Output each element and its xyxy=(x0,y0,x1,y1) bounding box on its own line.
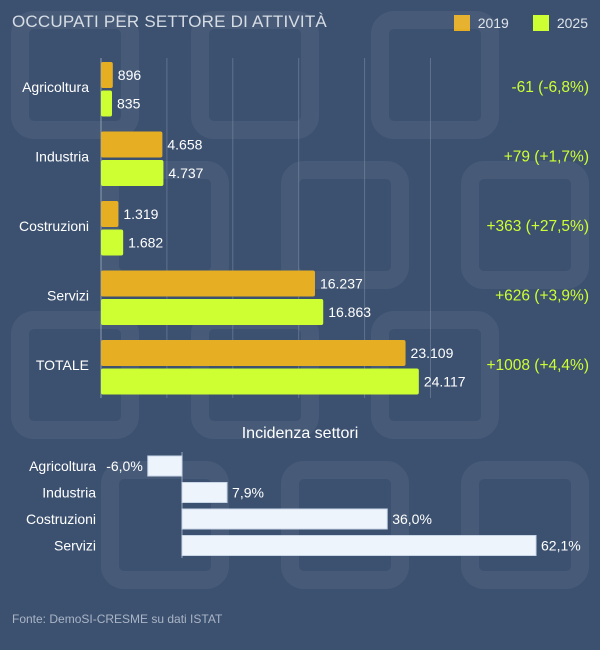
bar-2025 xyxy=(101,90,113,117)
bar-value-label: 896 xyxy=(118,67,142,83)
share-bar xyxy=(181,508,388,530)
delta-label: +363 (+27,5%) xyxy=(486,218,589,235)
bar-2019 xyxy=(101,340,406,366)
bar-2019 xyxy=(101,131,163,158)
bar-value-label: 16.237 xyxy=(320,276,363,292)
bar-2019 xyxy=(101,62,113,88)
share-value-label: -6,0% xyxy=(106,458,143,474)
legend-swatch-2019 xyxy=(453,15,470,31)
share-category-label: Agricoltura xyxy=(29,458,96,474)
legend: 2019 2025 xyxy=(430,15,588,31)
bar-2019 xyxy=(101,270,315,297)
share-value-label: 36,0% xyxy=(392,511,432,527)
share-bar xyxy=(181,482,228,503)
category-label: Costruzioni xyxy=(19,218,89,234)
bar-value-label: 4.737 xyxy=(168,165,203,181)
legend-swatch-2025 xyxy=(532,15,549,31)
share-chart: Incidenza settori Agricoltura -6,0% Industr… xyxy=(26,425,581,558)
bar-value-label: 16.863 xyxy=(328,304,371,320)
delta-label: +79 (+1,7%) xyxy=(504,149,589,166)
bar-value-label: 23.109 xyxy=(411,345,454,361)
bar-2025 xyxy=(101,299,324,325)
source-note: Fonte: DemoSI-CRESME su dati ISTAT xyxy=(12,612,223,626)
category-label: Industria xyxy=(35,149,89,165)
share-category-label: Industria xyxy=(42,485,96,501)
background-pattern-shape xyxy=(371,11,499,139)
bar-value-label: 24.117 xyxy=(424,374,466,390)
share-category-label: Costruzioni xyxy=(26,511,96,527)
bar-value-label: 4.658 xyxy=(167,137,202,153)
category-label: Servizi xyxy=(47,288,89,304)
share-value-label: 62,1% xyxy=(541,538,581,554)
delta-label: +1008 (+4,4%) xyxy=(486,357,589,374)
share-value-label: 7,9% xyxy=(232,485,264,501)
background-pattern-shape xyxy=(461,461,589,589)
share-chart-title: Incidenza settori xyxy=(242,425,359,442)
background-pattern-shape xyxy=(101,161,229,289)
background-pattern-shape xyxy=(461,161,589,289)
legend-label-2019: 2019 xyxy=(477,15,509,31)
chart-title: OCCUPATI PER SETTORE DI ATTIVITÀ xyxy=(12,12,327,31)
bar-value-label: 835 xyxy=(117,96,141,112)
legend-item-2019: 2019 xyxy=(453,15,509,31)
delta-label: -61 (-6,8%) xyxy=(511,79,589,96)
legend-item-2025: 2025 xyxy=(532,15,588,31)
main-chart: Agricoltura 896 835 -61 (-6,8%) Industria 4.6… xyxy=(19,62,589,395)
delta-label: +626 (+3,9%) xyxy=(495,288,589,305)
bar-2025 xyxy=(101,368,419,395)
share-bar xyxy=(181,535,537,556)
bar-value-label: 1.319 xyxy=(123,206,158,222)
share-bar xyxy=(147,455,183,477)
category-label: TOTALE xyxy=(36,357,89,373)
background-pattern-shape xyxy=(191,11,319,139)
legend-label-2025: 2025 xyxy=(556,15,588,31)
background-pattern-shape xyxy=(11,11,139,139)
background-pattern-shape xyxy=(281,161,409,289)
bar-value-label: 1.682 xyxy=(128,235,163,251)
category-label: Agricoltura xyxy=(22,79,89,95)
bar-2025 xyxy=(101,160,164,186)
bar-2019 xyxy=(101,201,119,227)
bar-2025 xyxy=(101,229,124,256)
share-category-label: Servizi xyxy=(54,538,96,554)
